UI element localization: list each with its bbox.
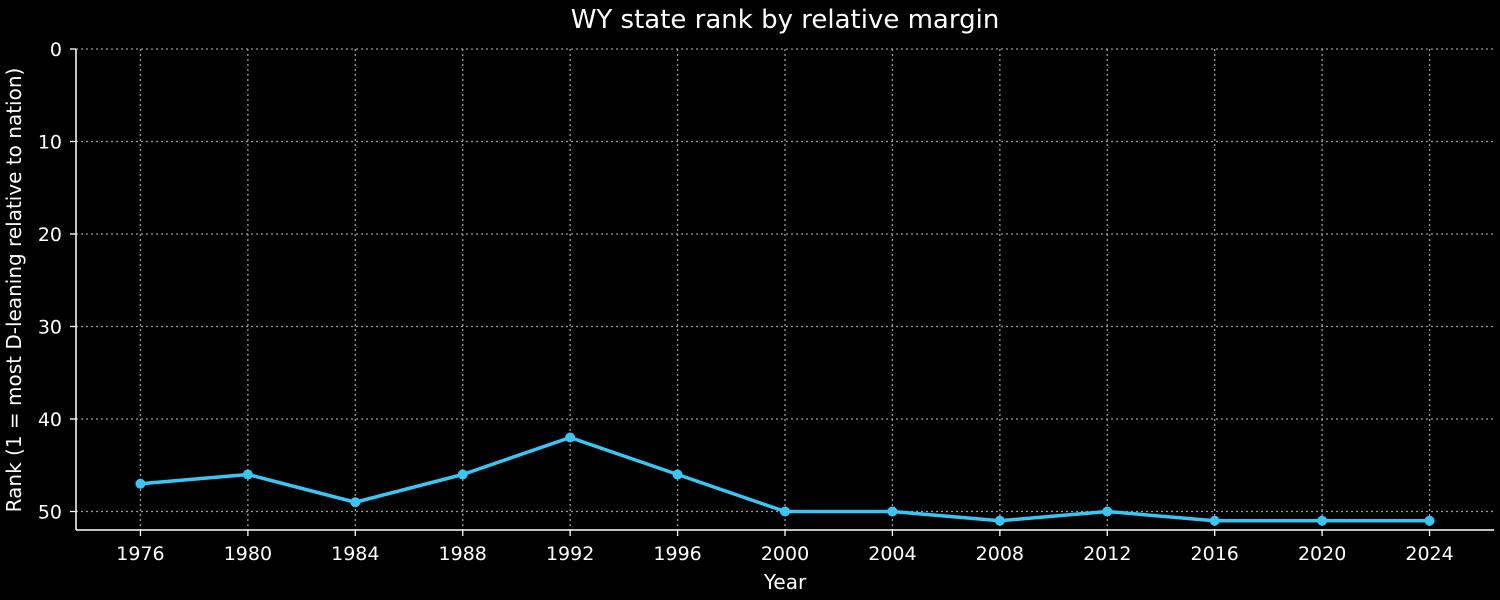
series-layer (135, 432, 1435, 526)
data-point (1102, 506, 1113, 517)
data-point (242, 469, 253, 480)
data-point (672, 469, 683, 480)
x-tick-label: 2000 (761, 543, 809, 565)
chart-title: WY state rank by relative margin (571, 5, 1000, 35)
data-point (457, 469, 468, 480)
ticks: 1976 1980 1984 1988 1992 1996 2000 2004 2008 2012… (38, 39, 1454, 565)
y-tick-label: 30 (38, 317, 62, 339)
y-tick-label: 0 (50, 39, 62, 61)
x-tick-label: 1976 (116, 543, 164, 565)
x-tick-label: 2008 (976, 543, 1024, 565)
grid-lines (76, 48, 1494, 530)
data-point (1209, 515, 1220, 526)
x-tick-label: 2016 (1191, 543, 1239, 565)
x-tick-label: 1996 (653, 543, 701, 565)
data-point (994, 515, 1005, 526)
y-tick-label: 20 (38, 224, 62, 246)
x-tick-label: 1984 (331, 543, 379, 565)
y-tick-label: 10 (38, 132, 62, 154)
y-axis-label: Rank (1 = most D-leaning relative to nat… (2, 68, 26, 513)
data-point (1317, 515, 1328, 526)
x-tick-label: 2004 (868, 543, 916, 565)
x-tick-label: 2012 (1083, 543, 1131, 565)
x-tick-label: 2020 (1298, 543, 1346, 565)
x-axis-label: Year (763, 570, 807, 594)
data-point (135, 478, 146, 489)
y-tick-label: 50 (38, 502, 62, 524)
x-tick-label: 1988 (439, 543, 487, 565)
y-tick-label: 40 (38, 409, 62, 431)
x-tick-label: 1992 (546, 543, 594, 565)
data-point (780, 506, 790, 517)
x-tick-label: 1980 (224, 543, 272, 565)
data-point (350, 497, 361, 508)
x-tick-label: 2024 (1405, 543, 1453, 565)
data-point (1424, 515, 1435, 526)
data-point (565, 432, 576, 443)
data-point (887, 506, 898, 517)
